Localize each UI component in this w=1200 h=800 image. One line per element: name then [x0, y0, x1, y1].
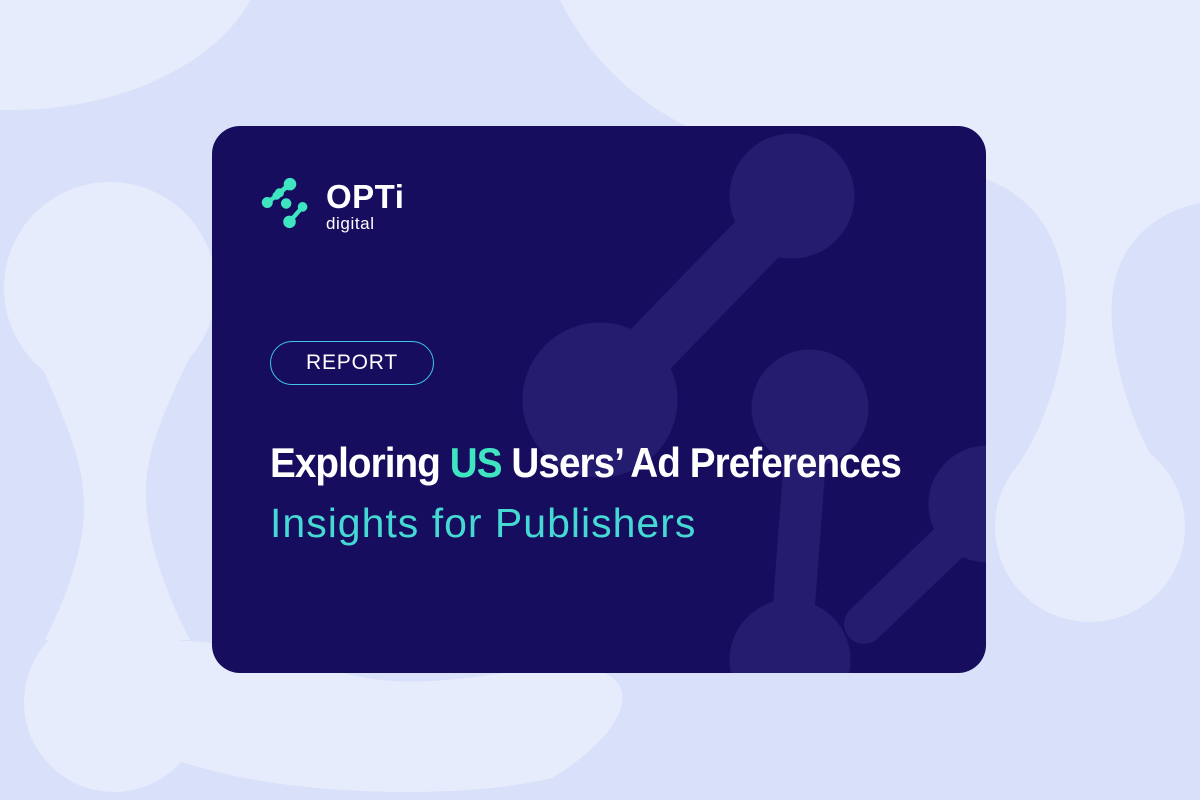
page-subtitle: Insights for Publishers: [270, 500, 697, 546]
title-highlight: US: [449, 439, 503, 486]
report-badge: REPORT: [270, 341, 434, 385]
title-pre: Exploring: [270, 439, 450, 486]
brand-name: OPTi: [326, 178, 405, 215]
brand-subname: digital: [326, 214, 375, 233]
molecule-icon: [261, 177, 308, 229]
report-badge-label: REPORT: [306, 351, 398, 374]
card-molecule-pattern: [522, 133, 986, 673]
brand-logo: OPTi digital: [261, 174, 404, 232]
brand-text: OPTi digital: [326, 180, 404, 232]
page-title: Exploring US Users’ Ad Preferences: [270, 439, 902, 487]
report-card: OPTi digital REPORT Exploring US Users’ …: [212, 126, 986, 673]
title-post: Users’ Ad Preferences: [501, 439, 901, 486]
